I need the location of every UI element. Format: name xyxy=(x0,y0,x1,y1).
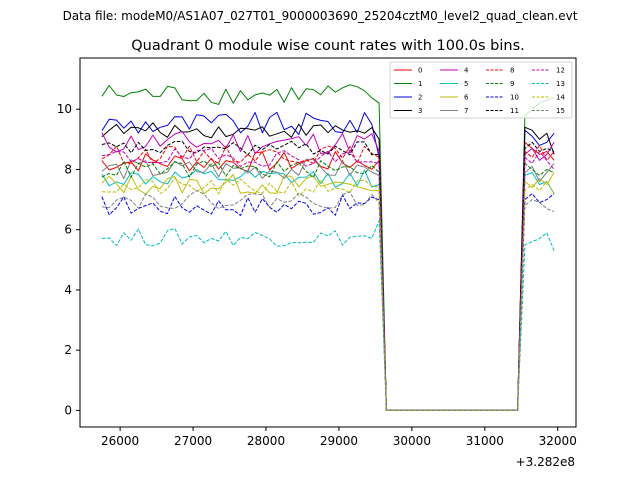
series-line-11 xyxy=(101,140,555,411)
x-tick-label: 27000 xyxy=(174,434,212,448)
series-line-10 xyxy=(101,193,555,411)
x-axis: 26000 27000 28000 29000 30000 31000 32000 xyxy=(101,427,577,448)
y-tick-label: 2 xyxy=(64,343,72,357)
series-line-5 xyxy=(101,169,555,411)
x-tick-label: 26000 xyxy=(101,434,139,448)
x-tick-label: 32000 xyxy=(539,434,577,448)
legend-label-10: 10 xyxy=(510,94,519,102)
legend-label-4: 4 xyxy=(464,67,469,75)
y-axis: 0 2 4 6 8 10 xyxy=(57,102,80,417)
series-line-8 xyxy=(101,144,555,411)
series-line-0 xyxy=(101,141,555,411)
series-line-14 xyxy=(101,178,555,411)
plot-lines xyxy=(101,84,555,411)
data-file-label: Data file: modeM0/AS1A07_027T01_90000036… xyxy=(63,9,578,23)
series-line-15 xyxy=(101,190,555,411)
series-line-9 xyxy=(101,160,555,411)
series-line-1 xyxy=(101,84,555,411)
legend-label-2: 2 xyxy=(418,94,422,102)
legend-label-0: 0 xyxy=(418,67,422,75)
series-line-12 xyxy=(101,148,555,411)
x-tick-label: 30000 xyxy=(393,434,431,448)
x-tick-label: 29000 xyxy=(320,434,358,448)
y-tick-label: 6 xyxy=(64,223,72,237)
series-line-2 xyxy=(101,111,555,411)
y-tick-label: 4 xyxy=(64,283,72,297)
legend-label-7: 7 xyxy=(464,107,468,115)
legend-label-5: 5 xyxy=(464,80,468,88)
y-tick-label: 10 xyxy=(57,102,72,116)
legend-label-8: 8 xyxy=(510,67,514,75)
chart-title: Quadrant 0 module wise count rates with … xyxy=(131,38,525,54)
legend-label-12: 12 xyxy=(556,67,565,75)
series-line-7 xyxy=(101,158,555,411)
x-axis-offset-label: +3.282e8 xyxy=(516,455,575,469)
series-line-13 xyxy=(101,220,555,411)
y-tick-label: 8 xyxy=(64,162,72,176)
legend-label-14: 14 xyxy=(556,94,565,102)
x-tick-label: 31000 xyxy=(466,434,504,448)
plot-area-frame xyxy=(79,57,577,428)
x-tick-label: 28000 xyxy=(247,434,285,448)
series-line-4 xyxy=(101,130,555,411)
legend-label-6: 6 xyxy=(464,94,469,102)
legend-label-11: 11 xyxy=(510,107,519,115)
legend-box xyxy=(389,61,573,119)
legend-label-9: 9 xyxy=(510,80,514,88)
legend-label-13: 13 xyxy=(556,80,565,88)
series-line-3 xyxy=(101,122,555,411)
y-tick-label: 0 xyxy=(64,403,72,417)
legend-label-3: 3 xyxy=(418,107,422,115)
legend-label-1: 1 xyxy=(418,80,422,88)
legend-label-15: 15 xyxy=(556,107,565,115)
